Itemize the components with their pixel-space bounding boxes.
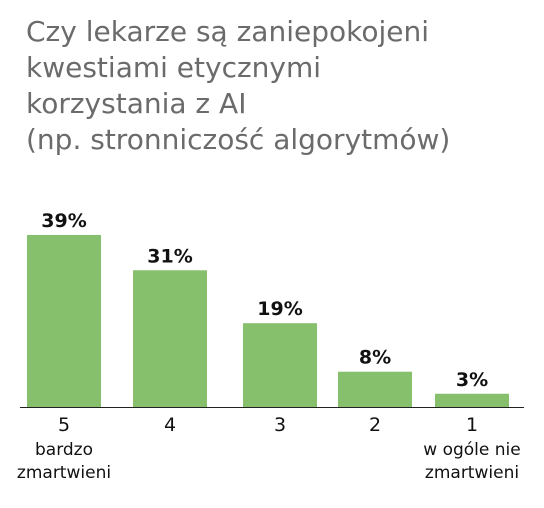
bars-group [27,235,509,407]
category-sublabel: zmartwieni [425,463,519,483]
chart-title-line: Czy lekarze są zaniepokojeni [26,15,429,48]
chart-title-line: korzystania z AI [26,87,247,120]
category-label: 1 [466,414,478,436]
bar-1 [435,393,509,407]
data-label: 39% [41,210,86,232]
bar-2 [338,371,412,407]
bar-5 [27,235,101,407]
data-label: 19% [257,298,302,320]
category-sublabel: bardzo [35,440,93,460]
labels-group: 39% 5 bardzo zmartwieni 31% 4 19% 3 8% 2 3% 1 w ogól… [17,210,521,483]
category-sublabel: zmartwieni [17,463,111,483]
bar-4 [133,270,207,407]
data-label: 8% [359,347,391,369]
category-label: 2 [369,414,381,436]
category-label: 5 [58,414,70,436]
category-sublabel: w ogóle nie [423,440,520,460]
data-label: 3% [456,369,488,391]
category-label: 3 [274,414,286,436]
data-label: 31% [147,245,192,267]
chart-title-line: kwestiami etycznymi [26,51,322,84]
category-label: 4 [164,414,176,436]
chart-title-line: (np. stronniczość algorytmów) [26,123,451,156]
chart-title: Czy lekarze są zaniepokojeni kwestiami e… [26,14,526,158]
bar-3 [243,323,317,407]
